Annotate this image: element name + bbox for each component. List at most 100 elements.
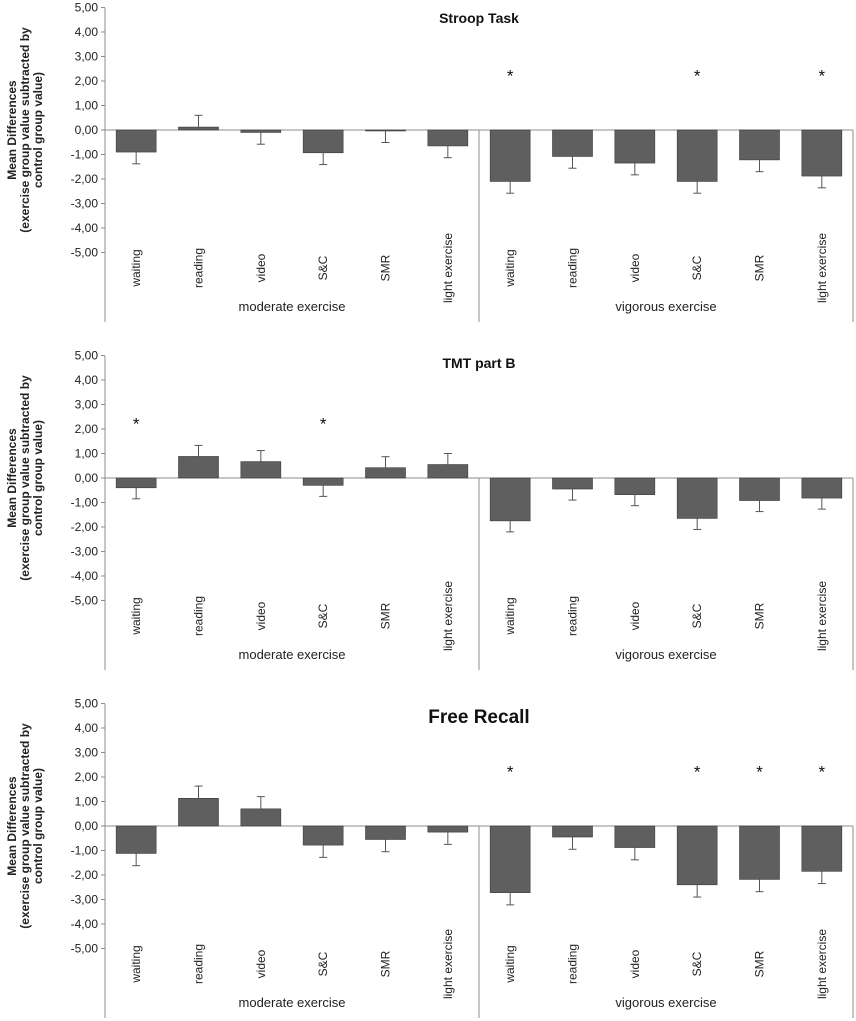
category-label: reading bbox=[566, 596, 580, 636]
y-tick-label: 5,00 bbox=[75, 1, 99, 15]
y-tick-label: -3,00 bbox=[71, 545, 99, 559]
y-axis-label: (exercise group value subtracted by bbox=[18, 723, 32, 929]
y-axis-label: Mean Differences bbox=[5, 776, 19, 876]
bar bbox=[676, 129, 718, 182]
category-label: video bbox=[254, 253, 268, 282]
bar bbox=[614, 825, 656, 848]
category-label: waiting bbox=[129, 945, 143, 983]
category-label: SMR bbox=[379, 950, 393, 977]
bar bbox=[739, 129, 780, 161]
y-axis-label: Mean Differences bbox=[5, 428, 19, 528]
significance-marker: * bbox=[507, 67, 514, 86]
category-label: waiting bbox=[129, 249, 143, 287]
category-label: S&C bbox=[316, 603, 330, 628]
category-label: light exercise bbox=[441, 233, 455, 303]
group-label-moderate: moderate exercise bbox=[239, 299, 346, 314]
y-tick-label: -2,00 bbox=[71, 868, 99, 882]
chart-panel-2: TMT part B Mean Differences (exercise grou… bbox=[5, 349, 854, 670]
bar bbox=[614, 129, 656, 164]
bar bbox=[240, 808, 282, 827]
category-label: reading bbox=[566, 944, 580, 984]
bar bbox=[178, 126, 219, 131]
significance-marker: * bbox=[756, 763, 763, 782]
bar bbox=[365, 825, 406, 840]
y-tick-label: -2,00 bbox=[71, 172, 99, 186]
chart-title: TMT part B bbox=[442, 355, 515, 371]
y-tick-label: 5,00 bbox=[75, 349, 99, 363]
category-label: waiting bbox=[503, 597, 517, 635]
bar bbox=[552, 477, 593, 490]
y-tick-label: 1,00 bbox=[75, 447, 99, 461]
category-label: light exercise bbox=[815, 581, 829, 651]
y-tick-label: 4,00 bbox=[75, 373, 99, 387]
bar bbox=[427, 464, 469, 479]
bar bbox=[489, 825, 531, 893]
y-tick-label: 1,00 bbox=[75, 99, 99, 113]
bar bbox=[240, 129, 282, 133]
bar bbox=[676, 477, 718, 519]
category-label: waiting bbox=[503, 249, 517, 287]
significance-marker: * bbox=[507, 763, 514, 782]
category-label: light exercise bbox=[441, 581, 455, 651]
category-label: reading bbox=[192, 248, 206, 288]
y-tick-label: 5,00 bbox=[75, 697, 99, 711]
y-tick-label: 0,00 bbox=[75, 471, 99, 485]
y-tick-label: 3,00 bbox=[75, 746, 99, 760]
bar bbox=[427, 129, 469, 147]
y-tick-label: -5,00 bbox=[71, 246, 99, 260]
bar bbox=[115, 825, 157, 854]
category-label: SMR bbox=[753, 950, 767, 977]
group-label-moderate: moderate exercise bbox=[239, 647, 346, 662]
category-label: light exercise bbox=[441, 929, 455, 999]
chart-panel-1: Stroop Task Mean Differences (exercise gro… bbox=[5, 1, 854, 322]
significance-marker: * bbox=[819, 763, 826, 782]
y-tick-label: 2,00 bbox=[75, 422, 99, 436]
y-tick-label: -1,00 bbox=[71, 148, 99, 162]
group-label-vigorous: vigorous exercise bbox=[615, 995, 716, 1010]
bar bbox=[552, 825, 593, 838]
category-label: video bbox=[628, 601, 642, 630]
y-tick-label: -3,00 bbox=[71, 197, 99, 211]
y-tick-label: -4,00 bbox=[71, 917, 99, 931]
bar bbox=[489, 477, 531, 522]
bar bbox=[302, 825, 344, 846]
category-label: SMR bbox=[753, 602, 767, 629]
category-label: S&C bbox=[690, 951, 704, 976]
category-label: video bbox=[628, 253, 642, 282]
y-axis-label: (exercise group value subtracted by bbox=[18, 375, 32, 581]
y-tick-label: -4,00 bbox=[71, 221, 99, 235]
category-label: waiting bbox=[129, 597, 143, 635]
y-tick-label: 0,00 bbox=[75, 123, 99, 137]
category-label: S&C bbox=[316, 951, 330, 976]
y-axis-label: control group value) bbox=[31, 420, 45, 536]
y-tick-label: 3,00 bbox=[75, 398, 99, 412]
chart-title: Free Recall bbox=[428, 707, 529, 728]
y-tick-label: 0,00 bbox=[75, 819, 99, 833]
bar bbox=[801, 129, 843, 177]
category-label: light exercise bbox=[815, 929, 829, 999]
category-label: reading bbox=[566, 248, 580, 288]
y-axis-label: Mean Differences bbox=[5, 80, 19, 180]
y-tick-label: 4,00 bbox=[75, 25, 99, 39]
category-label: S&C bbox=[690, 255, 704, 280]
y-tick-label: -5,00 bbox=[71, 942, 99, 956]
y-tick-label: 2,00 bbox=[75, 770, 99, 784]
chart-title: Stroop Task bbox=[439, 10, 519, 26]
bar bbox=[801, 825, 843, 872]
y-tick-label: -3,00 bbox=[71, 893, 99, 907]
bar bbox=[552, 129, 593, 157]
bar bbox=[302, 477, 344, 486]
significance-marker: * bbox=[320, 415, 327, 434]
y-axis-label: control group value) bbox=[31, 72, 45, 188]
category-label: S&C bbox=[690, 603, 704, 628]
bar bbox=[427, 825, 469, 833]
significance-marker: * bbox=[133, 415, 140, 434]
y-tick-label: -4,00 bbox=[71, 569, 99, 583]
bar bbox=[240, 461, 282, 479]
y-tick-label: 1,00 bbox=[75, 795, 99, 809]
bar bbox=[801, 477, 843, 499]
category-label: SMR bbox=[379, 254, 393, 281]
bar bbox=[739, 825, 780, 880]
significance-marker: * bbox=[694, 67, 701, 86]
